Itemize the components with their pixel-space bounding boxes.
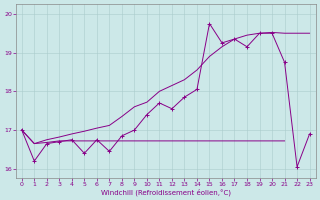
X-axis label: Windchill (Refroidissement éolien,°C): Windchill (Refroidissement éolien,°C) [101,188,231,196]
